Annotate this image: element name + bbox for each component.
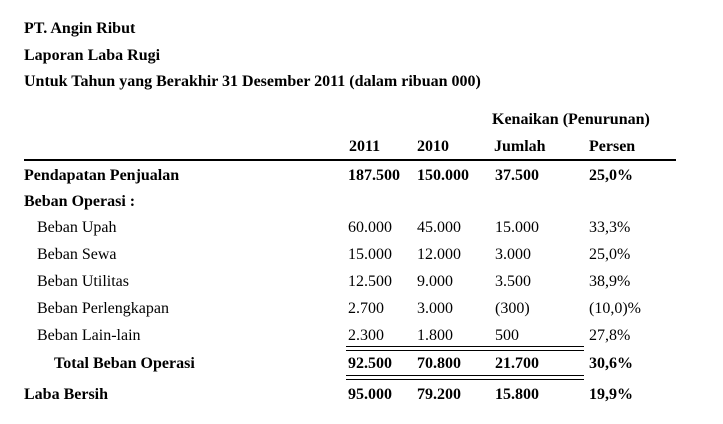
total-rule: [346, 375, 584, 376]
cell-amount: 15.000: [495, 219, 539, 236]
cell-2010: 12.000: [417, 246, 461, 263]
cell-percent: 30,6%: [589, 355, 633, 372]
cell-2010: 1.800: [417, 327, 453, 344]
row-label: Pendapatan Penjualan: [24, 167, 180, 184]
cell-2010: 3.000: [417, 300, 453, 317]
row-label: Beban Upah: [37, 219, 117, 236]
header-rule: [24, 159, 676, 161]
subtotal-rule: [346, 346, 584, 347]
row-label: Beban Utilitas: [37, 273, 129, 290]
cell-percent: 38,9%: [589, 273, 631, 290]
cell-amount: 21.700: [495, 355, 539, 372]
subtotal-rule-second: [346, 350, 584, 351]
row-label: Beban Sewa: [37, 246, 117, 263]
row-label: Beban Perlengkapan: [37, 300, 169, 317]
cell-percent: 27,8%: [589, 327, 631, 344]
cell-percent: (10,0)%: [589, 300, 641, 317]
cell-2011: 2.300: [348, 327, 384, 344]
row-label: Beban Operasi :: [24, 193, 136, 210]
cell-2011: 15.000: [348, 246, 392, 263]
cell-2011: 12.500: [348, 273, 392, 290]
cell-percent: 19,9%: [589, 386, 633, 403]
cell-2010: 9.000: [417, 273, 453, 290]
col-header-2011: 2011: [349, 138, 381, 155]
cell-amount: 3.000: [495, 246, 531, 263]
total-rule-second: [346, 379, 584, 380]
company-name: PT. Angin Ribut: [24, 20, 136, 37]
cell-2011: 92.500: [348, 355, 392, 372]
cell-percent: 33,3%: [589, 219, 631, 236]
cell-amount: 15.800: [495, 386, 539, 403]
row-label: Beban Lain-lain: [37, 327, 141, 344]
cell-2011: 95.000: [348, 386, 392, 403]
cell-amount: 3.500: [495, 273, 531, 290]
report-period: Untuk Tahun yang Berakhir 31 Desember 20…: [24, 73, 481, 90]
cell-amount: (300): [495, 300, 530, 317]
cell-2011: 187.500: [348, 167, 400, 184]
cell-amount: 37.500: [495, 167, 539, 184]
cell-percent: 25,0%: [589, 246, 631, 263]
cell-2010: 70.800: [417, 355, 461, 372]
cell-percent: 25,0%: [589, 167, 633, 184]
row-label: Total Beban Operasi: [54, 355, 195, 372]
cell-2010: 79.200: [417, 386, 461, 403]
cell-2011: 60.000: [348, 219, 392, 236]
change-group-header: Kenaikan (Penurunan): [492, 111, 650, 128]
cell-amount: 500: [495, 327, 519, 344]
col-header-2010: 2010: [417, 138, 449, 155]
cell-2011: 2.700: [348, 300, 384, 317]
report-title: Laporan Laba Rugi: [24, 47, 161, 64]
col-header-amount: Jumlah: [494, 138, 546, 155]
cell-2010: 45.000: [417, 219, 461, 236]
row-label: Laba Bersih: [24, 386, 109, 403]
cell-2010: 150.000: [417, 167, 469, 184]
col-header-percent: Persen: [589, 138, 636, 155]
